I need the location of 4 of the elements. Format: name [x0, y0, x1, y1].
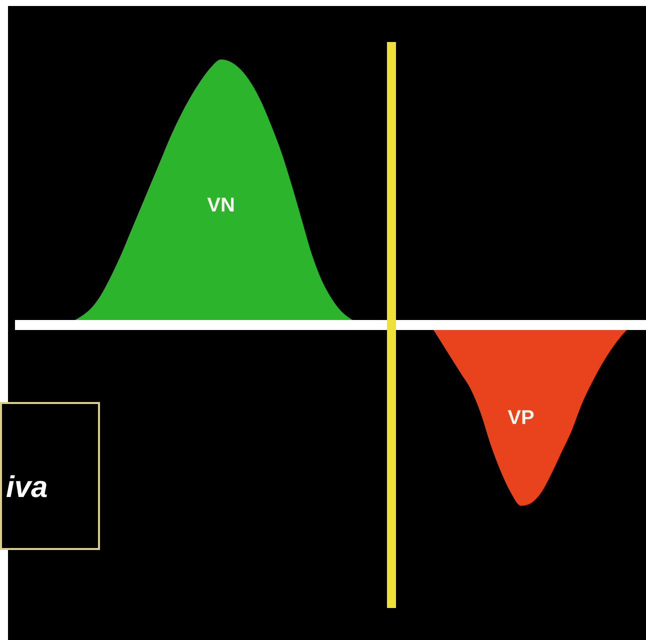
- annotation: iva: [6, 470, 48, 506]
- text-frame: iva: [0, 402, 100, 550]
- series-label: VN: [207, 194, 235, 216]
- series-label: VP: [508, 407, 534, 430]
